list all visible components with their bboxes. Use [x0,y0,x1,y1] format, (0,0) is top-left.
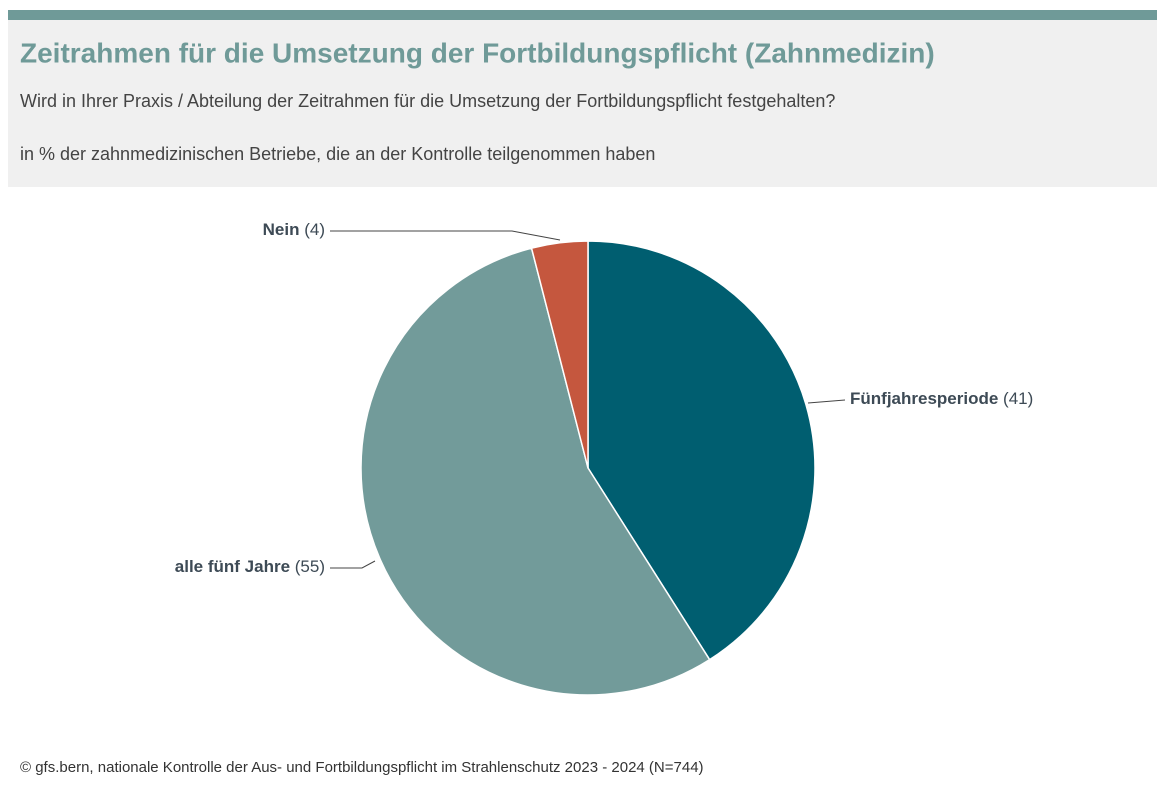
pie-slice [587,240,816,661]
chart-subtitle: Wird in Ihrer Praxis / Abteilung der Zei… [20,91,835,111]
slice-name: alle fünf Jahre [175,557,290,576]
pie-slice [530,240,589,469]
chart-note: in % der zahnmedizinischen Betriebe, die… [20,144,655,164]
top-bar [8,10,1157,20]
slice-name: Nein [263,220,300,239]
slice-label: alle fünf Jahre (55) [175,557,325,576]
slice-label: Fünfjahresperiode (41) [850,389,1033,408]
slice-value: (41) [1003,389,1033,408]
leader-line [330,560,376,569]
slice-label: Nein (4) [263,220,325,239]
chart-source: © gfs.bern, nationale Kontrolle der Aus-… [20,759,704,776]
leader-line [807,399,846,404]
slice-name: Fünfjahresperiode [850,389,998,408]
slice-value: (55) [295,557,325,576]
chart-title: Zeitrahmen für die Umsetzung der Fortbil… [20,37,935,68]
leader-line [330,230,561,241]
slice-value: (4) [304,220,325,239]
pie-slice [360,247,711,696]
header-box [8,20,1157,187]
